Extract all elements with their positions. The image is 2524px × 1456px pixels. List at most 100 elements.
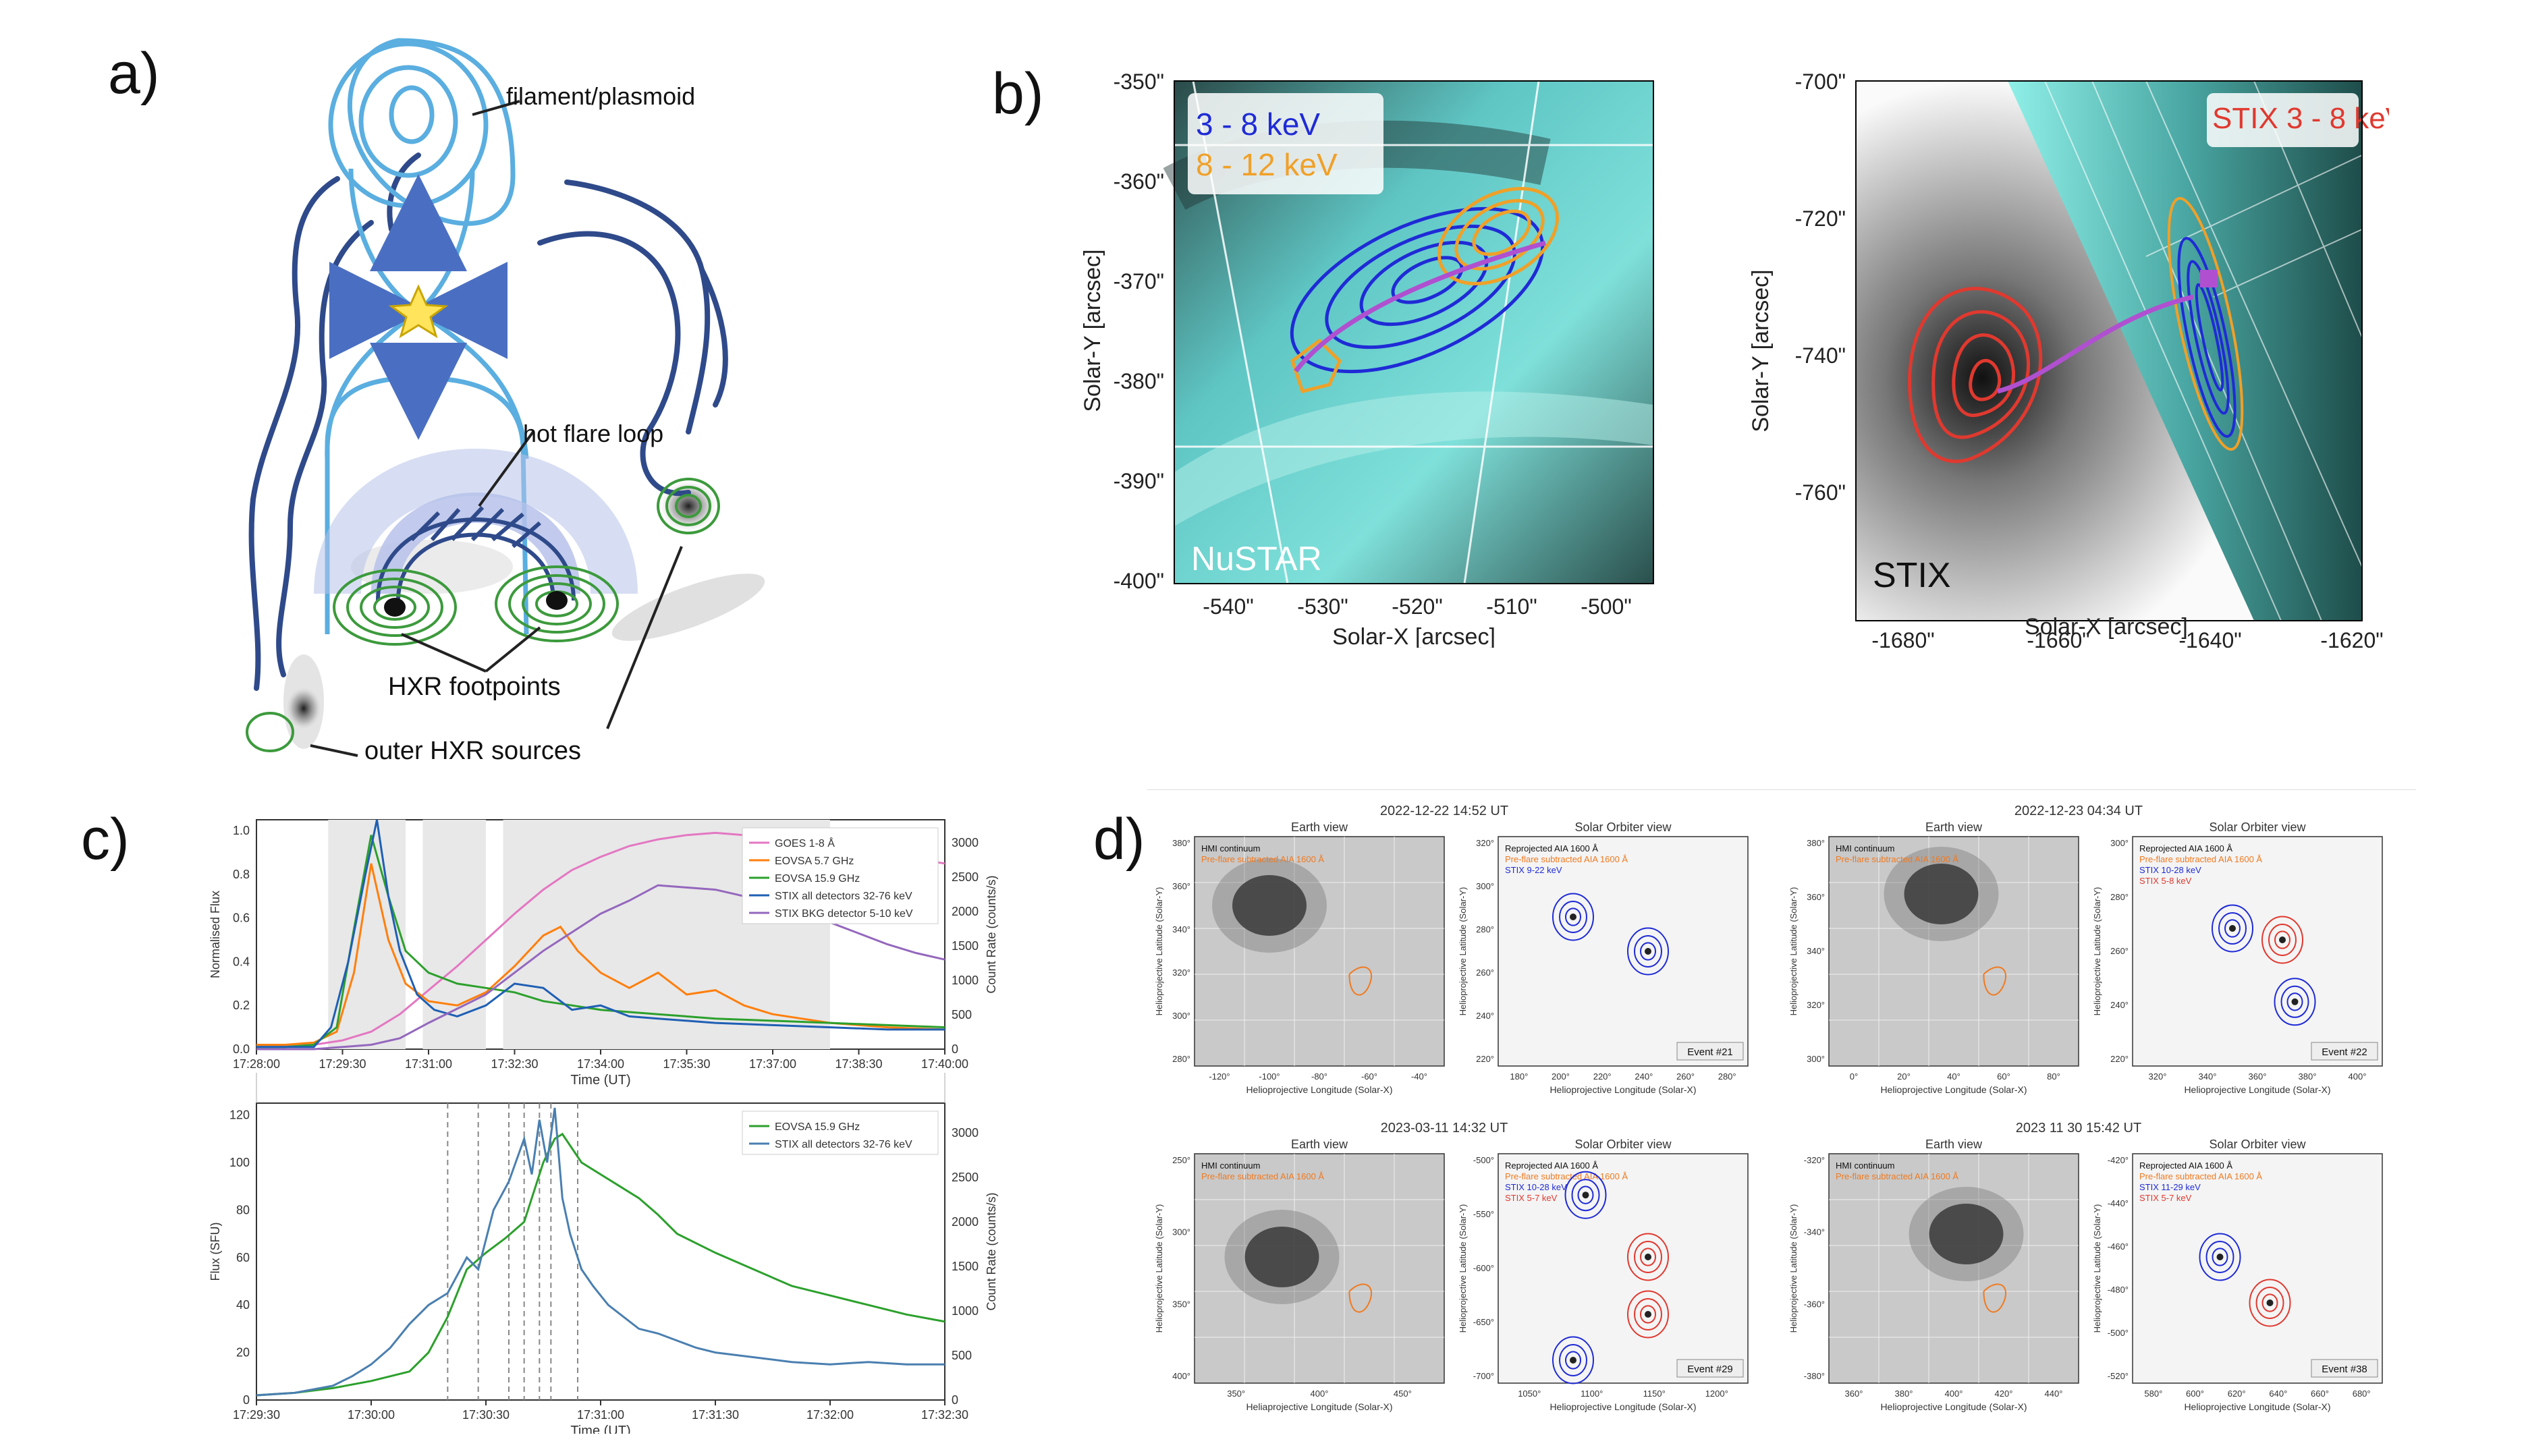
legend-aia: Pre-flare subtracted AIA 1600 Å [1201,854,1324,864]
stix-contour [2224,919,2241,938]
y-tick-label: -360° [1804,1299,1825,1309]
footpoint-contours [246,478,720,752]
event-time: 2022-12-22 14:52 UT [1380,804,1508,818]
so-legend-entry: Pre-flare subtracted AIA 1600 Å [2139,854,2262,864]
y-tick-label: 250° [1172,1155,1190,1165]
inflow-arrows [329,174,507,440]
aia-kernel [1645,948,1651,955]
x-axis-label: Helioprojective Longitude (Solar-X) [1246,1084,1392,1095]
so-legend-entry: STIX 10-28 keV [1505,1182,1567,1192]
stix-contour [2280,985,2309,1018]
event-label: Event #29 [1687,1364,1733,1375]
y-tick-label-right: 500 [952,1008,972,1021]
event-time: 2023-03-11 14:32 UT [1381,1121,1508,1136]
xticks: -540" -530" -520" -510" -500" [1203,594,1631,619]
aia-kernel [2229,925,2236,932]
aia-kernel [1645,1254,1651,1260]
x-tick-label: 640° [2269,1389,2287,1399]
chart-top: 17:28:00 17:29:30 17:31:00 17:32:30 17:34:00… [209,819,998,1088]
stix-contour [1565,907,1581,926]
svg-text:-700": -700" [1795,69,1846,94]
event-panel: 2023 11 30 15:42 UT Earth view HMI continu… [1788,1121,2383,1412]
event-panel: 2023-03-11 14:32 UT Earth view HMI continu… [1154,1121,1749,1412]
svg-text:-360": -360" [1114,169,1164,194]
stix-contour [1627,1290,1669,1339]
y-tick-label: -380° [1804,1371,1825,1381]
legend-box [742,1111,939,1155]
legend-aia: Pre-flare subtracted AIA 1600 Å [1836,1171,1958,1181]
svg-text:-1660": -1660" [2027,628,2089,648]
x-tick-label: 180° [1510,1071,1528,1082]
y-axis-label: Helioprojective Latitude (Solar-Y) [1458,1204,1468,1333]
stix-contour [2274,978,2316,1026]
panel-label-c: c) [81,807,130,872]
event-label: Event #22 [2322,1046,2367,1058]
svg-text:-1640": -1640" [2178,628,2241,648]
y-tick-label: 340° [1807,946,1825,956]
x-tick-label: 0° [1850,1071,1858,1082]
y-tick-label: 280° [2110,892,2129,902]
event-badge [1676,1042,1744,1061]
x-tick-label: 17:29:30 [233,1408,280,1422]
earth-view-title: Earth view [1925,1138,1983,1151]
x-tick-label: 280° [1718,1071,1736,1082]
x-tick-label: -60° [1361,1071,1377,1082]
event-badge [2311,1359,2378,1378]
y-tick-label: -500° [1473,1155,1494,1165]
x-tick-label: 1050° [1518,1389,1541,1399]
stix-contour [1565,1351,1581,1370]
stix-contour [1634,1298,1662,1331]
x-tick-label: 450° [1394,1389,1412,1399]
so-legend-entry: Reprojected AIA 1600 Å [2139,1160,2232,1171]
y-tick-label: 300° [2110,838,2129,848]
y-tick-label: 340° [1172,924,1190,934]
x-tick-label: 17:30:30 [462,1408,510,1422]
series-line [256,819,945,1048]
event-badge [2311,1042,2378,1061]
legend-hmi: HMI continuum [1836,843,1894,853]
y-tick-label: 300° [1172,1011,1190,1021]
legend-box [742,827,939,924]
stix-contour [1559,901,1587,933]
stix-contour [1640,1305,1656,1324]
y-tick-label: 0.4 [233,955,250,968]
event-panel: 2022-12-23 04:34 UT Earth view HMI continu… [1788,804,2383,1095]
stix-contour [1627,927,1669,976]
so-view-title: Solar Orbiter view [2209,820,2306,834]
stix-contour [1552,893,1594,941]
legend-entry: EOVSA 5.7 GHz [775,856,854,867]
so-view-title: Solar Orbiter view [1574,820,1672,834]
so-legend-entry: Reprojected AIA 1600 Å [2139,843,2232,853]
y-tick-label: 0.0 [233,1042,250,1056]
contours-orange [2167,196,2244,451]
y-tick-label: 300° [1807,1054,1825,1064]
y-tick-label: -550° [1473,1209,1494,1219]
x-tick-label: 17:31:00 [577,1408,624,1422]
y-axis-label-right: Count Rate (counts/s) [985,1192,998,1310]
stix-contour [2274,930,2290,949]
y-tick-label: 240° [2110,1000,2129,1010]
event-badge [1676,1359,1744,1378]
x-tick-label: 17:38:30 [835,1057,882,1071]
y-tick-label-right: 1500 [952,1260,979,1273]
x-tick-label: 17:32:30 [921,1408,968,1422]
y-tick-label: 260° [2110,946,2129,956]
earth-view-title: Earth view [1291,820,1348,834]
event-label: Event #21 [1687,1046,1733,1058]
y-tick-label: 360° [1807,892,1825,902]
stix-contour [1640,1248,1656,1266]
x-tick-label: -100° [1259,1071,1280,1082]
aia-kernel [2266,1299,2274,1306]
y-tick-label: 0.8 [233,868,250,881]
y-tick-label: 80 [236,1203,250,1216]
so-legend-entry: STIX 11-29 keV [2139,1182,2201,1192]
stix-contour [1552,1336,1594,1384]
penumbra [1224,1210,1340,1304]
y-tick-label: 350° [1172,1299,1190,1309]
y-tick-label: -500° [2108,1328,2129,1338]
stix-contour [2205,1241,2234,1273]
series-line [256,835,945,1048]
y-tick-label-right: 2500 [952,870,979,884]
stix-contour [1559,1344,1587,1376]
stix-map: STIX 3 - 8 keV STIX -700" -720" -740" -7… [1748,69,2389,648]
